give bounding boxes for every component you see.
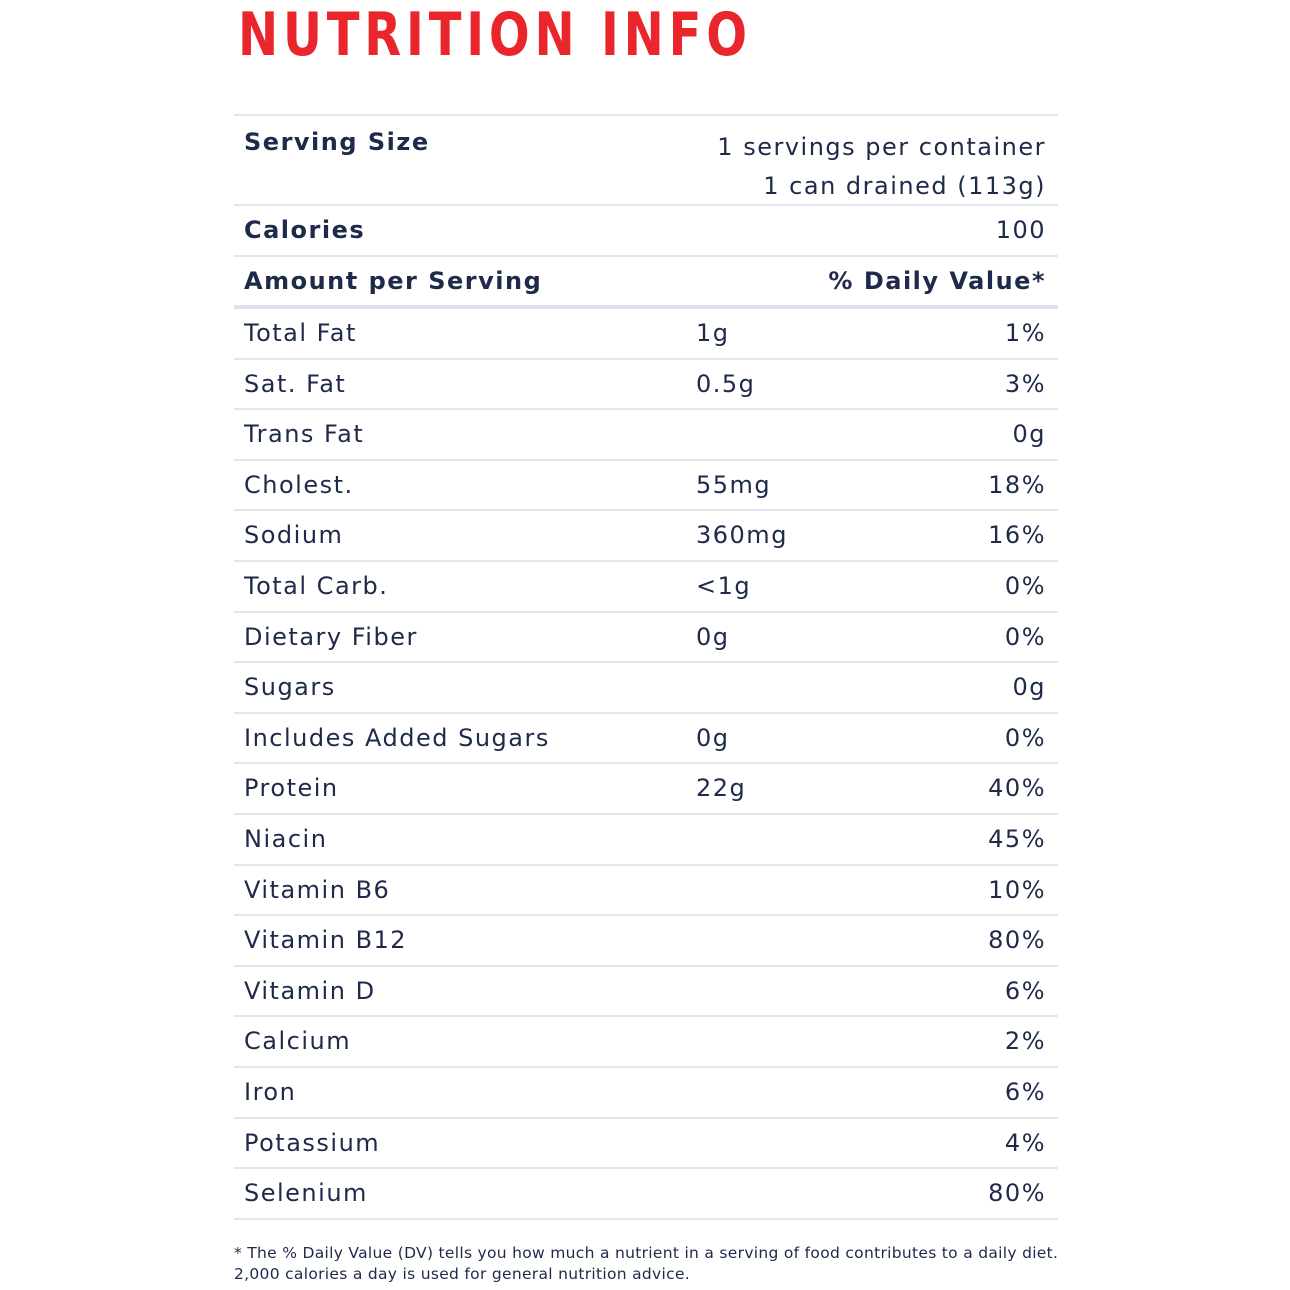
nutrient-name: Selenium <box>244 1179 368 1208</box>
nutrient-list: Total Fat 1g 1% Sat. Fat 0.5g 3% Trans Fat 0g Ch… <box>234 309 1058 1220</box>
nutrient-row: Sugars 0g <box>234 663 1058 714</box>
nutrient-amount: 0g <box>696 723 730 752</box>
nutrient-daily-value: 0% <box>1004 571 1046 600</box>
nutrient-daily-value: 16% <box>988 521 1046 550</box>
nutrient-amount: 0.5g <box>696 369 756 398</box>
nutrient-name: Cholest. <box>244 470 354 499</box>
nutrient-row: Trans Fat 0g <box>234 410 1058 461</box>
nutrient-daily-value: 18% <box>988 470 1046 499</box>
nutrient-row: Includes Added Sugars 0g 0% <box>234 714 1058 765</box>
nutrient-name: Niacin <box>244 824 328 853</box>
nutrient-name: Includes Added Sugars <box>244 723 550 752</box>
daily-value-label: % Daily Value* <box>828 267 1046 295</box>
nutrient-daily-value: 80% <box>988 926 1046 955</box>
nutrient-amount: 55mg <box>696 470 772 499</box>
nutrient-daily-value: 40% <box>988 774 1046 803</box>
nutrient-row: Sat. Fat 0.5g 3% <box>234 360 1058 411</box>
nutrient-name: Total Carb. <box>244 571 389 600</box>
nutrient-daily-value: 4% <box>1004 1128 1046 1157</box>
nutrient-daily-value: 0g <box>1012 420 1046 449</box>
nutrient-row: Dietary Fiber 0g 0% <box>234 613 1058 664</box>
nutrient-daily-value: 0% <box>1004 723 1046 752</box>
nutrient-row: Vitamin B12 80% <box>234 916 1058 967</box>
nutrient-amount: <1g <box>696 571 752 600</box>
nutrient-name: Trans Fat <box>244 420 365 449</box>
nutrient-daily-value: 45% <box>988 824 1046 853</box>
daily-value-footnote: * The % Daily Value (DV) tells you how m… <box>234 1244 1059 1283</box>
nutrient-name: Sat. Fat <box>244 369 347 398</box>
nutrient-row: Sodium 360mg 16% <box>234 511 1058 562</box>
nutrient-row: Protein 22g 40% <box>234 764 1058 815</box>
calories-row: Calories 100 <box>234 206 1058 257</box>
serving-size-value: 1 can drained (113g) <box>763 172 1046 200</box>
nutrient-daily-value: 0% <box>1004 622 1046 651</box>
nutrient-name: Protein <box>244 774 339 803</box>
nutrient-name: Sugars <box>244 673 336 702</box>
nutrient-row: Vitamin D 6% <box>234 967 1058 1018</box>
nutrient-name: Total Fat <box>244 319 357 347</box>
nutrient-name: Calcium <box>244 1027 352 1056</box>
nutrient-row: Niacin 45% <box>234 815 1058 866</box>
nutrient-row: Cholest. 55mg 18% <box>234 461 1058 512</box>
nutrient-amount: 360mg <box>696 521 788 550</box>
nutrient-amount: 0g <box>696 622 730 651</box>
nutrient-daily-value: 2% <box>1004 1027 1046 1056</box>
nutrient-daily-value: 6% <box>1004 976 1046 1005</box>
nutrient-amount: 1g <box>696 319 730 347</box>
serving-size-label: Serving Size <box>244 128 430 156</box>
nutrient-daily-value: 3% <box>1004 369 1046 398</box>
nutrient-row: Total Fat 1g 1% <box>234 309 1058 360</box>
nutrient-row: Iron 6% <box>234 1068 1058 1119</box>
amount-header-row: Amount per Serving % Daily Value* <box>234 257 1058 309</box>
nutrient-name: Iron <box>244 1077 297 1106</box>
nutrient-name: Sodium <box>244 521 344 550</box>
calories-label: Calories <box>244 216 366 244</box>
nutrient-daily-value: 10% <box>988 875 1046 904</box>
nutrient-daily-value: 0g <box>1012 673 1046 702</box>
nutrient-row: Total Carb. <1g 0% <box>234 562 1058 613</box>
nutrient-daily-value: 6% <box>1004 1077 1046 1106</box>
nutrient-name: Dietary Fiber <box>244 622 418 651</box>
amount-per-serving-label: Amount per Serving <box>244 267 543 295</box>
nutrient-name: Vitamin D <box>244 976 376 1005</box>
calories-value: 100 <box>995 216 1046 244</box>
nutrient-daily-value: 1% <box>1004 319 1046 347</box>
serving-info: 1 servings per container 1 can drained (… <box>717 128 1046 206</box>
nutrition-table: Serving Size 1 servings per container 1 … <box>234 114 1058 1220</box>
nutrient-row: Vitamin B6 10% <box>234 866 1058 917</box>
servings-per-container: 1 servings per container <box>717 133 1046 161</box>
nutrient-row: Potassium 4% <box>234 1119 1058 1170</box>
serving-size-row: Serving Size 1 servings per container 1 … <box>234 116 1058 206</box>
nutrient-row: Selenium 80% <box>234 1169 1058 1220</box>
nutrient-row: Calcium 2% <box>234 1017 1058 1068</box>
nutrient-daily-value: 80% <box>988 1179 1046 1208</box>
page-title: NUTRITION INFO <box>238 0 752 70</box>
nutrient-name: Potassium <box>244 1128 381 1157</box>
nutrient-amount: 22g <box>696 774 747 803</box>
nutrient-name: Vitamin B12 <box>244 926 408 955</box>
nutrient-name: Vitamin B6 <box>244 875 391 904</box>
